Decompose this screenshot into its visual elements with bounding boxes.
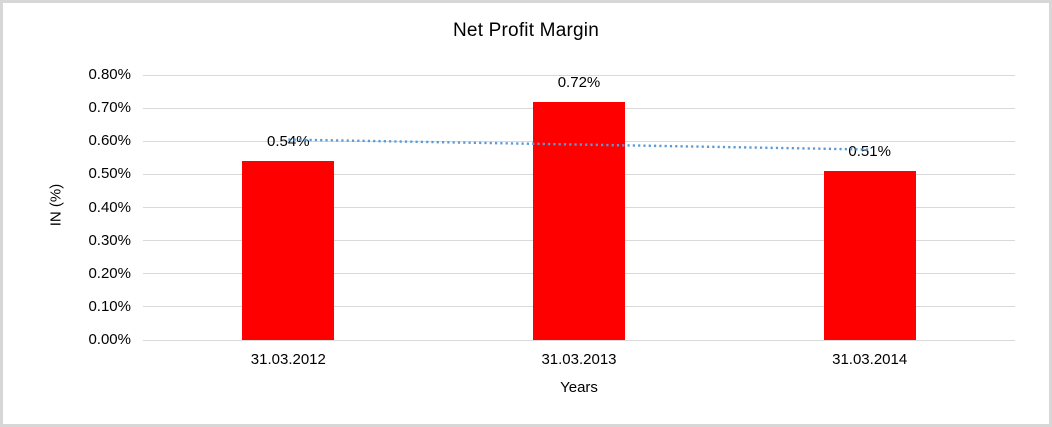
x-axis-title: Years	[560, 379, 598, 396]
gridline	[143, 339, 1015, 341]
data-label: 0.54%	[267, 133, 310, 151]
x-tick-label: 31.03.2012	[250, 351, 326, 368]
chart-title: Net Profit Margin	[453, 20, 599, 41]
y-tick-label: 0.20%	[88, 264, 131, 282]
x-tick-label: 31.03.2013	[541, 351, 617, 368]
y-tick-label: 0.80%	[88, 66, 131, 83]
bar-31.03.2012	[242, 161, 335, 340]
x-tick-label: 31.03.2014	[832, 351, 908, 368]
y-tick-label: 0.10%	[88, 297, 131, 315]
bar-31.03.2014	[823, 171, 916, 340]
data-label: 0.51%	[848, 143, 891, 161]
y-tick-label: 0.40%	[88, 198, 131, 216]
bar-31.03.2013	[533, 101, 625, 340]
y-tick-label: 0.50%	[88, 165, 131, 183]
y-tick-label: 0.60%	[88, 132, 131, 150]
gridline	[143, 74, 1015, 76]
y-tick-label: 0.30%	[88, 231, 131, 249]
y-tick-label: 0.00%	[88, 331, 131, 348]
y-tick-label: 0.70%	[88, 99, 131, 117]
data-label: 0.72%	[557, 73, 601, 91]
